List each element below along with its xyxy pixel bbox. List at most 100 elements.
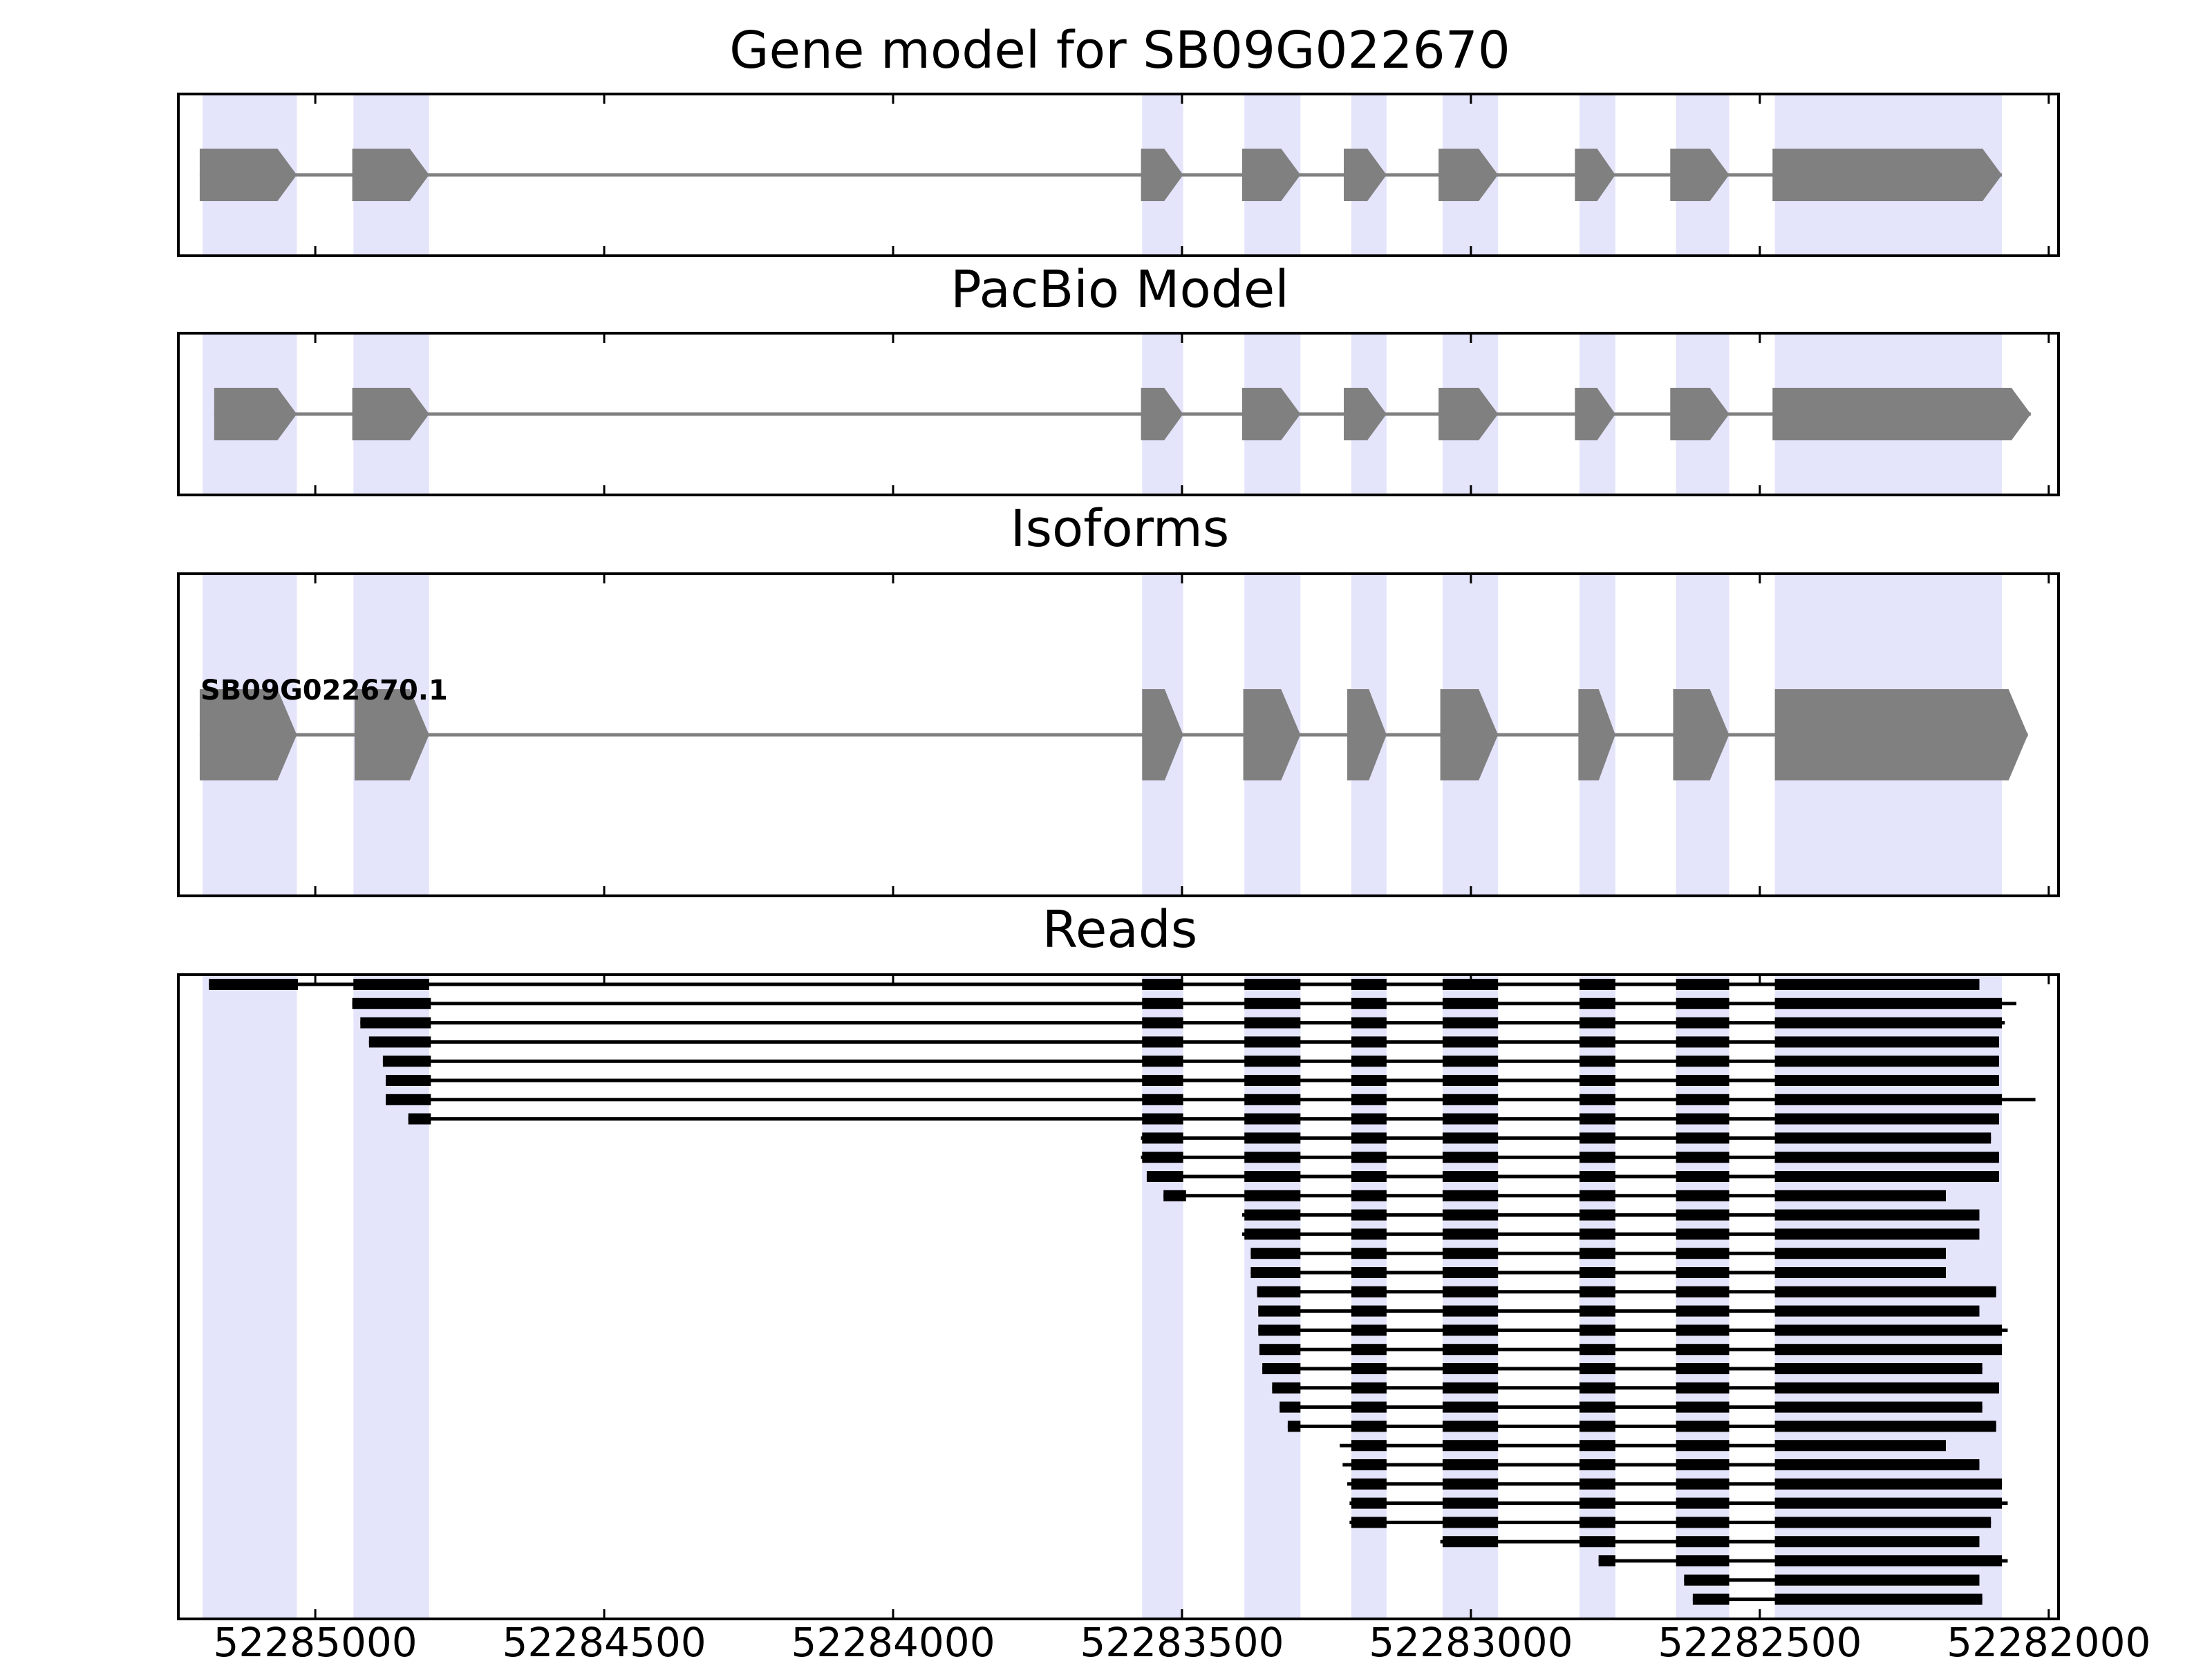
exon-shade-band bbox=[203, 975, 297, 1619]
read-row bbox=[1241, 1228, 1980, 1240]
read-exon-block bbox=[1244, 1075, 1301, 1086]
read-exon-block bbox=[1442, 1517, 1499, 1528]
read-exon-block bbox=[1351, 1459, 1387, 1470]
read-exon-block bbox=[1244, 1209, 1301, 1221]
read-exon-block bbox=[1244, 979, 1301, 990]
read-exon-block bbox=[1351, 1171, 1387, 1182]
read-row bbox=[1250, 1248, 1947, 1259]
read-exon-block bbox=[360, 1017, 431, 1029]
read-row bbox=[1259, 1344, 2003, 1356]
read-exon-block bbox=[1580, 1036, 1615, 1048]
x-tick-label: 52283500 bbox=[1080, 1619, 1284, 1659]
read-exon-block bbox=[1676, 1440, 1730, 1452]
read-exon-block bbox=[1442, 1171, 1499, 1182]
read-exon-block bbox=[1580, 1382, 1615, 1394]
read-exon-block bbox=[1258, 1324, 1301, 1336]
read-exon-block bbox=[1684, 1574, 1730, 1586]
read-exon-block bbox=[1250, 1248, 1301, 1259]
read-exon-block bbox=[1676, 1190, 1730, 1201]
read-exon-block bbox=[353, 979, 429, 990]
exon-4 bbox=[1241, 149, 1301, 201]
read-exon-block bbox=[1580, 1401, 1615, 1413]
read-exon-block bbox=[1442, 1401, 1499, 1413]
read-exon-block bbox=[1146, 1171, 1183, 1182]
x-tick-label: 52282000 bbox=[1947, 1619, 2150, 1659]
read-row bbox=[1349, 1517, 1991, 1528]
read-exon-block bbox=[1272, 1382, 1301, 1394]
read-exon-block bbox=[1442, 1382, 1499, 1394]
read-exon-block bbox=[1442, 1152, 1499, 1163]
pacbio-model-ticks bbox=[314, 333, 2050, 495]
read-row bbox=[1692, 1593, 1983, 1605]
read-row bbox=[1347, 1478, 2003, 1490]
read-exon-block bbox=[1351, 1421, 1387, 1432]
read-exon-block bbox=[1676, 1132, 1730, 1144]
read-exon-block bbox=[1442, 1536, 1499, 1548]
exon-6 bbox=[1438, 149, 1499, 201]
exon-7 bbox=[1575, 388, 1615, 440]
read-exon-block bbox=[1580, 1421, 1615, 1432]
gene-model-features bbox=[199, 149, 2003, 201]
read-exon-block bbox=[1580, 1517, 1615, 1528]
read-exon-block bbox=[1774, 1113, 1999, 1125]
read-exon-block bbox=[1259, 1344, 1301, 1356]
exon-8 bbox=[1670, 388, 1730, 440]
read-exon-block bbox=[1351, 1209, 1387, 1221]
exon-9 bbox=[1772, 149, 2003, 201]
read-exon-block bbox=[1351, 1497, 1387, 1509]
read-row bbox=[352, 997, 2016, 1009]
read-exon-block bbox=[1676, 1555, 1730, 1566]
read-exon-block bbox=[1676, 1517, 1730, 1528]
exon-6 bbox=[1438, 388, 1499, 440]
read-exon-block bbox=[1442, 1113, 1499, 1125]
gene-model-title: Gene model for SB09G022670 bbox=[729, 21, 1510, 80]
read-row bbox=[209, 979, 1980, 990]
read-exon-block bbox=[1142, 1152, 1183, 1163]
read-exon-block bbox=[1676, 1382, 1730, 1394]
read-exon-block bbox=[1580, 1094, 1615, 1105]
read-exon-block bbox=[1774, 1324, 2003, 1336]
read-exon-block bbox=[1351, 1017, 1387, 1029]
exon-3 bbox=[1141, 149, 1183, 201]
read-exon-block bbox=[1163, 1190, 1186, 1201]
read-exon-block bbox=[1774, 1094, 2003, 1105]
read-exon-block bbox=[1676, 1286, 1730, 1297]
read-exon-block bbox=[1244, 1132, 1301, 1144]
read-exon-block bbox=[1442, 1248, 1499, 1259]
read-row bbox=[386, 1075, 1999, 1086]
read-exon-block bbox=[1244, 1171, 1301, 1182]
pacbio-model-title: PacBio Model bbox=[950, 260, 1289, 319]
read-exon-block bbox=[1351, 1152, 1387, 1163]
exon-6 bbox=[1440, 689, 1499, 780]
read-exon-block bbox=[1351, 1190, 1387, 1201]
read-exon-block bbox=[1676, 1267, 1730, 1278]
isoforms-panel: Isoforms SB09G022670.1 bbox=[177, 499, 2060, 897]
exon-5 bbox=[1347, 689, 1387, 780]
read-exon-block bbox=[1774, 1190, 1947, 1201]
read-exon-block bbox=[1774, 1017, 2003, 1029]
read-exon-block bbox=[1442, 1075, 1499, 1086]
read-exon-block bbox=[1258, 1305, 1301, 1317]
read-exon-block bbox=[1442, 1228, 1499, 1240]
pacbio-model-features bbox=[214, 388, 2031, 440]
read-exon-block bbox=[1676, 1152, 1730, 1163]
exon-2 bbox=[354, 689, 429, 780]
read-row bbox=[382, 1056, 1999, 1067]
read-row bbox=[1163, 1190, 1947, 1201]
read-exon-block bbox=[1580, 1056, 1615, 1067]
exon-8 bbox=[1670, 149, 1730, 201]
read-exon-block bbox=[368, 1036, 431, 1048]
read-exon-block bbox=[1351, 1094, 1387, 1105]
read-exon-block bbox=[1351, 1075, 1387, 1086]
read-row bbox=[1272, 1382, 1999, 1394]
read-exon-block bbox=[1442, 1094, 1499, 1105]
pacbio-model-frame bbox=[177, 332, 2060, 496]
read-exon-block bbox=[1676, 1113, 1730, 1125]
read-row bbox=[408, 1113, 1999, 1125]
read-exon-block bbox=[1774, 1382, 1999, 1394]
read-exon-block bbox=[1351, 1324, 1387, 1336]
read-alignments bbox=[209, 979, 2036, 1605]
read-row bbox=[1250, 1267, 1947, 1278]
read-exon-block bbox=[1244, 1056, 1301, 1067]
